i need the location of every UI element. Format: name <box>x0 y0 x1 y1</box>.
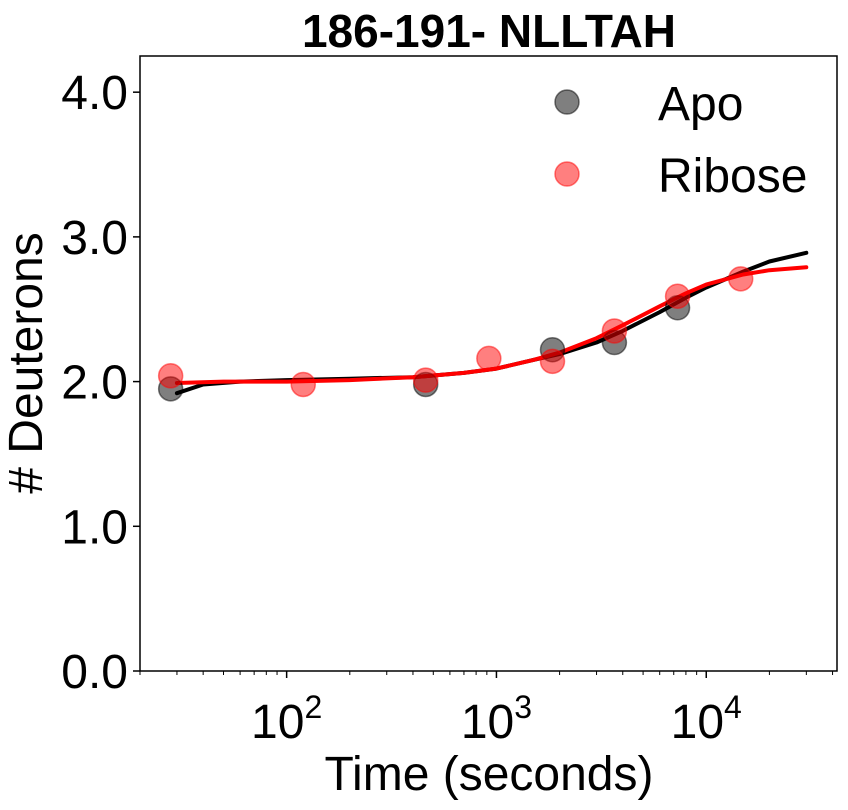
y-tick-label: 3.0 <box>61 212 128 265</box>
data-point-ribose <box>290 371 317 398</box>
y-tick-label: 0.0 <box>61 646 128 699</box>
data-point-ribose <box>412 367 439 393</box>
legend-marker-ribose <box>554 161 580 187</box>
data-point-ribose <box>601 318 628 344</box>
legend-label-ribose: Ribose <box>658 150 807 203</box>
y-tick-label: 2.0 <box>61 357 128 410</box>
data-point-ribose <box>157 363 184 389</box>
chart-title: 186-191- NLLTAH <box>302 5 676 57</box>
axes: 0.0 1.0 2.0 3.0 4.0 102 103 104 <box>61 67 834 749</box>
data-point-ribose <box>664 283 691 309</box>
legend: Apo Ribose <box>554 78 807 203</box>
y-tick-label: 1.0 <box>61 501 128 554</box>
x-tick-label: 102 <box>251 689 322 749</box>
plot-area <box>157 250 809 402</box>
y-tick-label: 4.0 <box>61 67 128 120</box>
x-axis-label: Time (seconds) <box>325 748 654 801</box>
plot-frame <box>139 55 838 672</box>
x-tick-label: 104 <box>671 689 742 749</box>
legend-label-apo: Apo <box>658 78 743 131</box>
data-point-ribose <box>727 266 754 292</box>
data-point-ribose <box>539 348 566 375</box>
data-point-ribose <box>476 345 502 372</box>
legend-marker-apo <box>554 89 580 115</box>
x-tick-label: 103 <box>461 689 532 749</box>
y-axis-label: # Deuterons <box>0 232 53 494</box>
